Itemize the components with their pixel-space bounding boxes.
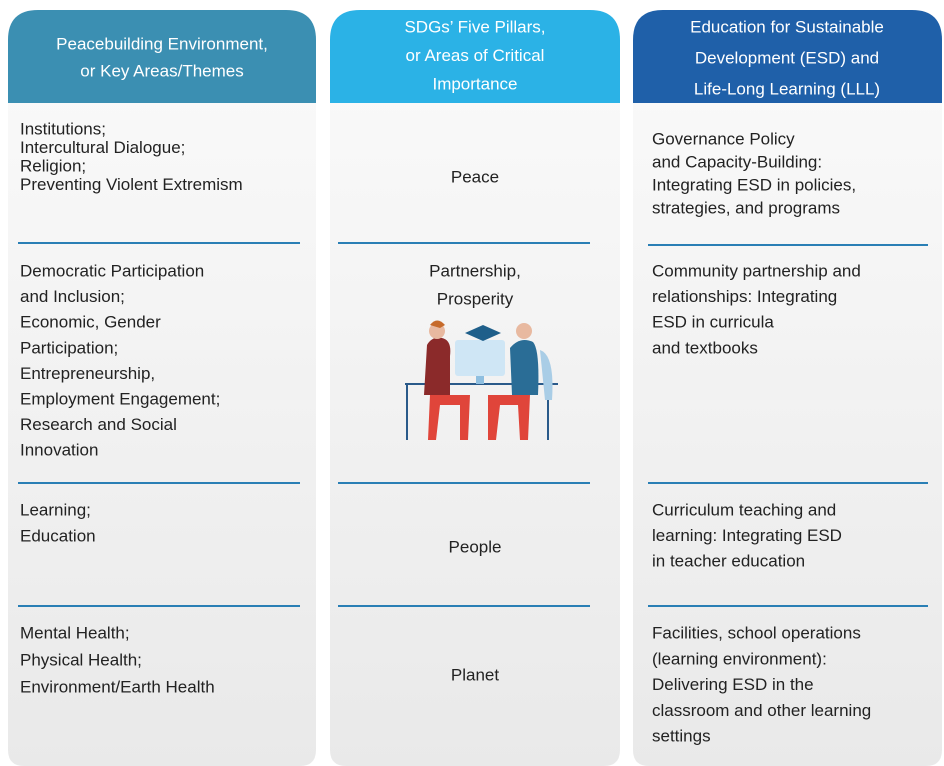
cell-text: Participation; <box>20 338 118 357</box>
cell-text: Research and Social <box>20 415 177 434</box>
separators <box>18 242 928 607</box>
panel <box>330 10 620 766</box>
cell-text: Preventing Violent Extremism <box>20 175 243 194</box>
header-text: or Key Areas/Themes <box>80 61 243 80</box>
cell-text: Employment Engagement; <box>20 389 220 408</box>
cell-text: strategies, and programs <box>652 198 840 217</box>
cell-text: Integrating ESD in policies, <box>652 175 856 194</box>
cell-text: Facilities, school operations <box>652 623 861 642</box>
header-bg <box>330 10 620 103</box>
cell-text: and Capacity-Building: <box>652 152 822 171</box>
cell-text: Religion; <box>20 156 86 175</box>
cell-text: in teacher education <box>652 551 805 570</box>
cell-text: Governance Policy <box>652 129 795 148</box>
cell-text: relationships: Integrating <box>652 287 837 306</box>
cell-text: Learning; <box>20 500 91 519</box>
cell-text: Curriculum teaching and <box>652 500 836 519</box>
cell-text: Environment/Earth Health <box>20 677 215 696</box>
panel <box>8 10 316 766</box>
cell-text: Economic, Gender <box>20 313 161 332</box>
cell-text: Planet <box>451 665 499 684</box>
cell-text: Institutions; <box>20 119 106 138</box>
panel <box>633 10 942 766</box>
cell-text: Community partnership and <box>652 261 861 280</box>
header-text: Development (ESD) and <box>695 48 879 67</box>
cell-text: learning: Integrating ESD <box>652 526 842 545</box>
header-bg <box>8 10 316 103</box>
cell-text: Physical Health; <box>20 650 142 669</box>
header-text: Education for Sustainable <box>690 17 884 36</box>
illustration <box>405 320 558 440</box>
cell-text: ESD in curricula <box>652 313 774 332</box>
cell-text: Peace <box>451 167 499 186</box>
cell-text: (learning environment): <box>652 649 827 668</box>
header-text: Life-Long Learning (LLL) <box>694 79 880 98</box>
cell-text: Intercultural Dialogue; <box>20 138 185 157</box>
cell-text: Entrepreneurship, <box>20 364 155 383</box>
cell-text: Education <box>20 526 96 545</box>
header-bg <box>633 10 942 103</box>
cell-text: Innovation <box>20 441 98 460</box>
cell-text: Democratic Participation <box>20 261 204 280</box>
cell-text: and textbooks <box>652 338 758 357</box>
panels <box>8 10 942 766</box>
cell-text: Prosperity <box>437 289 514 308</box>
cell-text: Delivering ESD in the <box>652 675 814 694</box>
header-text: or Areas of Critical <box>406 46 545 65</box>
cell-text: and Inclusion; <box>20 287 125 306</box>
cell-text: People <box>449 537 502 556</box>
cell-text: classroom and other learning <box>652 701 871 720</box>
cell-text: Partnership, <box>429 261 521 280</box>
cell-text: settings <box>652 727 711 746</box>
header-text: Importance <box>432 74 517 93</box>
header-text: SDGs’ Five Pillars, <box>404 17 545 36</box>
cell-text: Mental Health; <box>20 623 130 642</box>
header-text: Peacebuilding Environment, <box>56 34 268 53</box>
